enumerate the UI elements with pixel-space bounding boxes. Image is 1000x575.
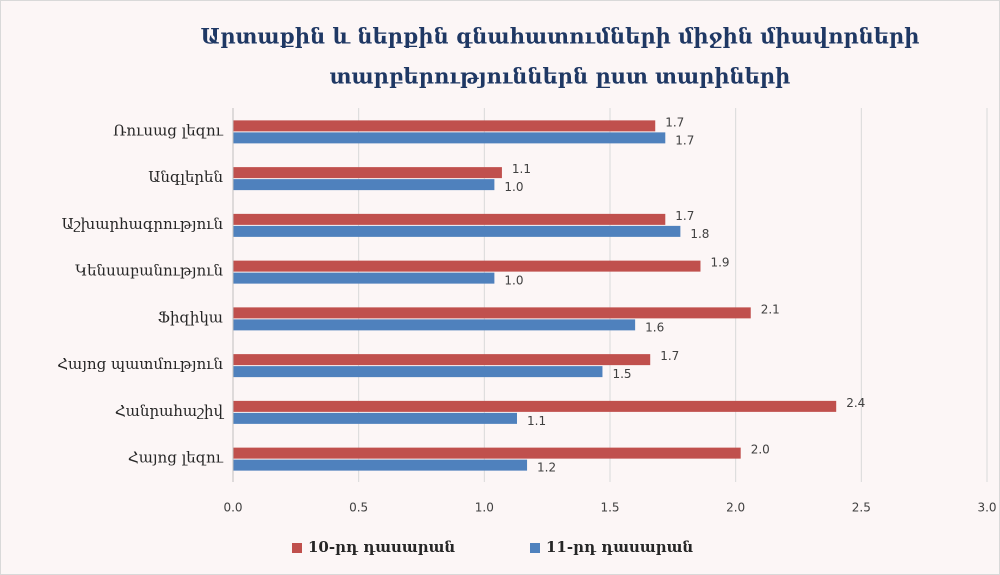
data-label: 1.8 [690, 227, 709, 241]
legend-label: 10-րդ դասարան [308, 538, 455, 556]
x-tick-label: 2.5 [852, 501, 871, 515]
data-label: 2.4 [846, 396, 865, 410]
bar [233, 400, 837, 412]
data-label: 1.0 [504, 180, 523, 194]
chart-title: տարբերություններն ըստ տարիների [330, 64, 791, 89]
data-label: 1.7 [675, 133, 694, 147]
y-tick-label: Հայոց լեզու [128, 449, 224, 467]
data-label: 1.0 [504, 274, 523, 288]
bar [233, 447, 741, 459]
bar [233, 120, 656, 132]
bar [233, 272, 495, 284]
data-label: 1.5 [612, 367, 631, 381]
chart-title: Արտաքին և ներքին գնահատումների միջին միա… [201, 24, 920, 49]
data-label: 1.7 [665, 115, 684, 129]
legend-swatch [292, 543, 302, 553]
bar [233, 319, 636, 331]
bar [233, 132, 666, 144]
y-tick-label: Կենսաբանություն [75, 262, 223, 280]
bar [233, 354, 651, 366]
y-tick-label: Անգլերեն [148, 168, 223, 186]
y-tick-label: Հանրահաշիվ [115, 402, 225, 420]
bar [233, 307, 751, 319]
data-label: 1.9 [710, 256, 729, 270]
y-tick-label: Հայոց պատմություն [57, 355, 223, 373]
bar [233, 179, 495, 191]
data-label: 1.1 [512, 162, 531, 176]
x-tick-label: 3.0 [977, 501, 996, 515]
y-tick-label: Աշխարհագրություն [62, 215, 224, 233]
x-tick-label: 0.5 [349, 501, 368, 515]
y-tick-label: Ռուսաց լեզու [113, 121, 224, 139]
bar [233, 412, 518, 424]
x-tick-label: 1.5 [600, 501, 619, 515]
legend-swatch [530, 543, 540, 553]
data-label: 2.1 [761, 302, 780, 316]
data-label: 1.7 [660, 349, 679, 363]
data-label: 2.0 [751, 443, 770, 457]
x-tick-label: 1.0 [475, 501, 494, 515]
legend-label: 11-րդ դասարան [546, 538, 693, 556]
bar [233, 366, 603, 378]
bar [233, 260, 701, 272]
data-label: 1.2 [537, 461, 556, 475]
bar [233, 225, 681, 237]
data-label: 1.6 [645, 320, 664, 334]
bar [233, 213, 666, 225]
bar [233, 167, 502, 179]
data-label: 1.1 [527, 414, 546, 428]
x-tick-label: 2.0 [726, 501, 745, 515]
data-label: 1.7 [675, 209, 694, 223]
y-tick-label: Ֆիզիկա [158, 308, 223, 326]
x-tick-label: 0.0 [223, 501, 242, 515]
bar [233, 459, 528, 471]
